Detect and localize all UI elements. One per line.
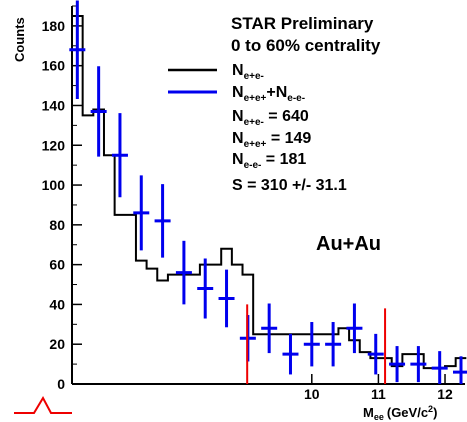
legend-label-like-sign: Ne+e++Ne-e- xyxy=(232,84,305,104)
unlike-sign-step-line xyxy=(71,14,467,384)
y-tick-label: 160 xyxy=(42,58,66,74)
like-sign-point xyxy=(175,240,192,305)
y-tick-label: 180 xyxy=(42,18,66,34)
like-sign-point xyxy=(282,333,299,375)
like-sign-point xyxy=(325,322,342,367)
y-tick-label: 20 xyxy=(49,336,65,352)
like-sign-point xyxy=(367,333,384,375)
like-sign-point xyxy=(197,258,214,319)
like-sign-point xyxy=(154,184,171,258)
x-axis-title: Mee (GeV/c2) xyxy=(363,404,437,422)
unlike-sign-histogram xyxy=(71,14,467,384)
stat-unlike-sign-count: Ne+e- = 640 xyxy=(232,108,309,128)
header-centrality: 0 to 60% centrality xyxy=(231,36,381,55)
like-sign-point xyxy=(303,322,320,367)
like-sign-point xyxy=(69,0,86,99)
y-tick-label: 60 xyxy=(49,257,65,273)
legend-label-unlike-sign: Ne+e- xyxy=(232,62,264,82)
like-sign-point xyxy=(431,351,448,384)
y-axis-title: Counts xyxy=(12,17,27,62)
like-sign-point xyxy=(410,346,427,383)
y-tick-label: 100 xyxy=(42,177,66,193)
like-sign-point xyxy=(346,303,363,354)
y-tick-label: 40 xyxy=(49,296,65,312)
y-tick-label: 80 xyxy=(49,217,65,233)
like-sign-point xyxy=(133,175,150,251)
like-sign-point xyxy=(111,113,128,198)
like-sign-points xyxy=(69,0,467,384)
y-tick-label: 140 xyxy=(42,97,66,113)
x-tick-label: 11 xyxy=(371,386,386,402)
like-sign-point xyxy=(261,303,278,354)
x-tick-label: 12 xyxy=(437,386,453,402)
collision-system-label: Au+Au xyxy=(316,233,381,255)
stat-signal: S = 310 +/- 31.1 xyxy=(232,177,347,194)
like-sign-point xyxy=(389,346,406,383)
x-tick-label: 10 xyxy=(304,386,320,402)
red-peak-glyph xyxy=(14,395,72,414)
like-sign-point xyxy=(218,269,235,328)
axis-ticks: 0 20 40 60 80 100 120 140 160 180 10 11 12 xyxy=(42,5,453,402)
like-sign-point xyxy=(453,356,467,384)
like-sign-point xyxy=(90,66,107,157)
mass-window-markers xyxy=(246,304,387,384)
y-tick-label: 0 xyxy=(57,376,65,392)
y-tick-label: 120 xyxy=(42,137,66,153)
header-star-preliminary: STAR Preliminary xyxy=(231,14,374,33)
stat-pp-count: Ne+e+ = 149 xyxy=(232,130,311,150)
stat-mm-count: Ne-e- = 181 xyxy=(232,151,306,171)
